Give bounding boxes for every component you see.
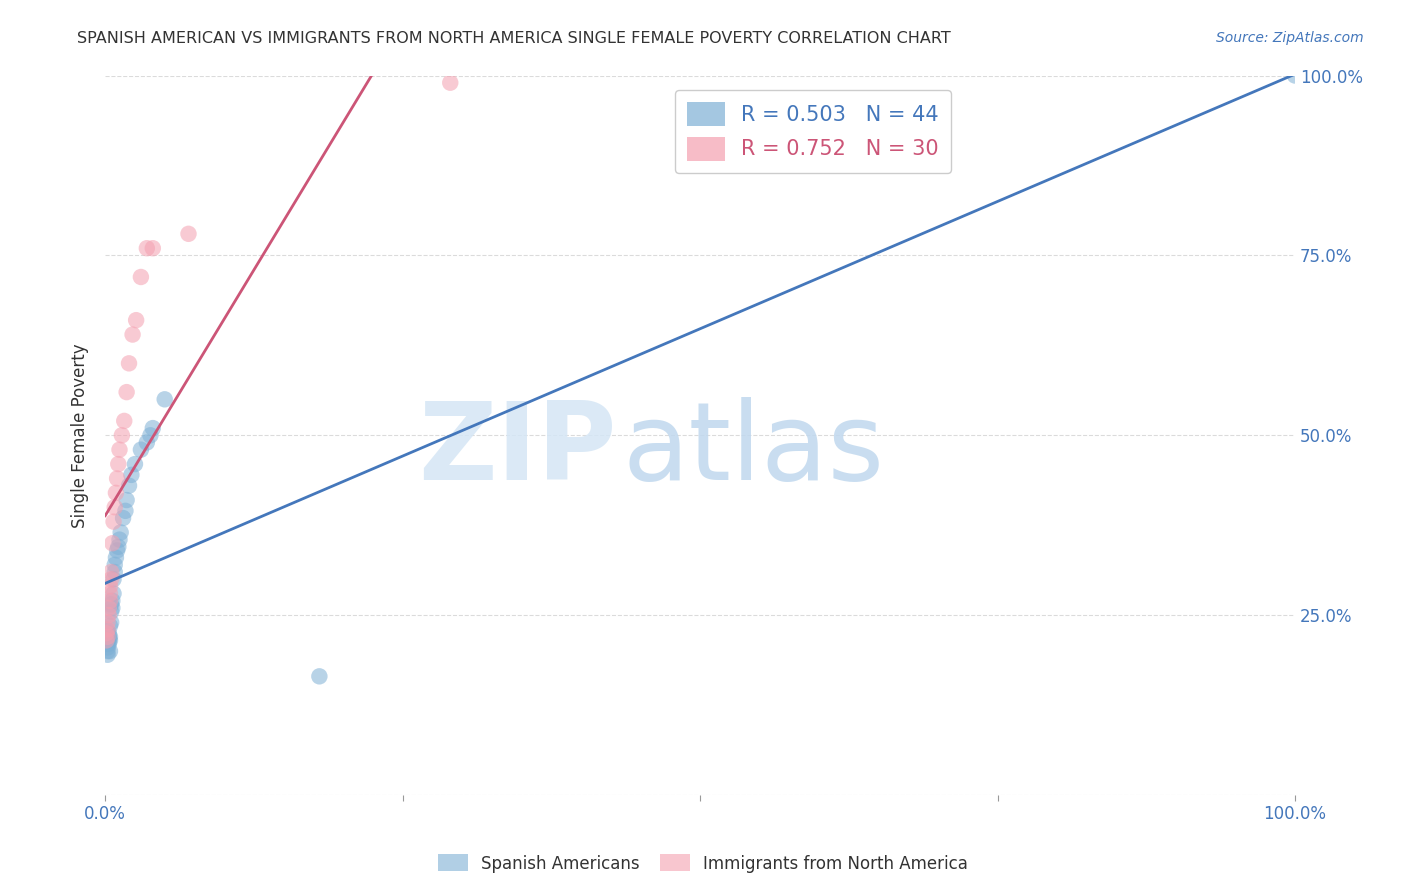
- Point: [112, 414, 135, 428]
- Point: [96, 633, 118, 648]
- Point: [97, 633, 120, 648]
- Point: [112, 511, 135, 525]
- Point: [177, 227, 200, 241]
- Point: [96, 626, 118, 640]
- Point: [100, 572, 122, 586]
- Point: [139, 428, 162, 442]
- Point: [129, 270, 152, 285]
- Point: [100, 605, 122, 619]
- Point: [118, 356, 141, 370]
- Point: [104, 550, 127, 565]
- Point: [100, 565, 122, 579]
- Point: [98, 630, 121, 644]
- Point: [100, 598, 122, 612]
- Point: [142, 421, 165, 435]
- Point: [142, 241, 165, 255]
- Point: [97, 633, 120, 648]
- Point: [97, 630, 120, 644]
- Point: [103, 572, 125, 586]
- Point: [1284, 69, 1306, 83]
- Point: [308, 669, 330, 683]
- Point: [96, 633, 118, 648]
- Point: [97, 648, 120, 662]
- Point: [98, 633, 121, 648]
- Point: [118, 478, 141, 492]
- Point: [108, 533, 131, 547]
- Point: [135, 241, 157, 255]
- Point: [104, 486, 127, 500]
- Point: [120, 467, 142, 482]
- Point: [103, 586, 125, 600]
- Point: [98, 644, 121, 658]
- Point: [97, 640, 120, 655]
- Point: [98, 579, 121, 593]
- Point: [96, 630, 118, 644]
- Point: [97, 644, 120, 658]
- Legend: R = 0.503   N = 44, R = 0.752   N = 30: R = 0.503 N = 44, R = 0.752 N = 30: [675, 89, 952, 173]
- Point: [96, 626, 118, 640]
- Text: Source: ZipAtlas.com: Source: ZipAtlas.com: [1216, 31, 1364, 45]
- Point: [121, 327, 143, 342]
- Point: [107, 457, 129, 471]
- Point: [101, 536, 124, 550]
- Point: [98, 619, 121, 633]
- Point: [98, 586, 121, 600]
- Point: [105, 543, 128, 558]
- Point: [108, 442, 131, 457]
- Point: [124, 457, 146, 471]
- Point: [104, 565, 127, 579]
- Point: [115, 385, 138, 400]
- Point: [98, 594, 121, 608]
- Point: [153, 392, 176, 407]
- Point: [105, 471, 128, 485]
- Point: [129, 442, 152, 457]
- Point: [104, 500, 127, 515]
- Point: [110, 525, 132, 540]
- Point: [100, 615, 122, 630]
- Point: [114, 504, 136, 518]
- Point: [135, 435, 157, 450]
- Point: [104, 558, 127, 572]
- Point: [115, 493, 138, 508]
- Point: [125, 313, 148, 327]
- Point: [111, 428, 134, 442]
- Point: [107, 540, 129, 554]
- Point: [101, 601, 124, 615]
- Legend: Spanish Americans, Immigrants from North America: Spanish Americans, Immigrants from North…: [432, 847, 974, 880]
- Point: [97, 601, 120, 615]
- Point: [97, 637, 120, 651]
- Text: SPANISH AMERICAN VS IMMIGRANTS FROM NORTH AMERICA SINGLE FEMALE POVERTY CORRELAT: SPANISH AMERICAN VS IMMIGRANTS FROM NORT…: [77, 31, 950, 46]
- Point: [97, 626, 120, 640]
- Point: [103, 515, 125, 529]
- Point: [101, 594, 124, 608]
- Y-axis label: Single Female Poverty: Single Female Poverty: [72, 343, 89, 527]
- Point: [97, 623, 120, 637]
- Text: atlas: atlas: [623, 397, 884, 503]
- Text: ZIP: ZIP: [419, 397, 617, 503]
- Point: [439, 76, 461, 90]
- Point: [96, 623, 118, 637]
- Point: [97, 608, 120, 623]
- Point: [97, 615, 120, 630]
- Point: [97, 630, 120, 644]
- Point: [97, 637, 120, 651]
